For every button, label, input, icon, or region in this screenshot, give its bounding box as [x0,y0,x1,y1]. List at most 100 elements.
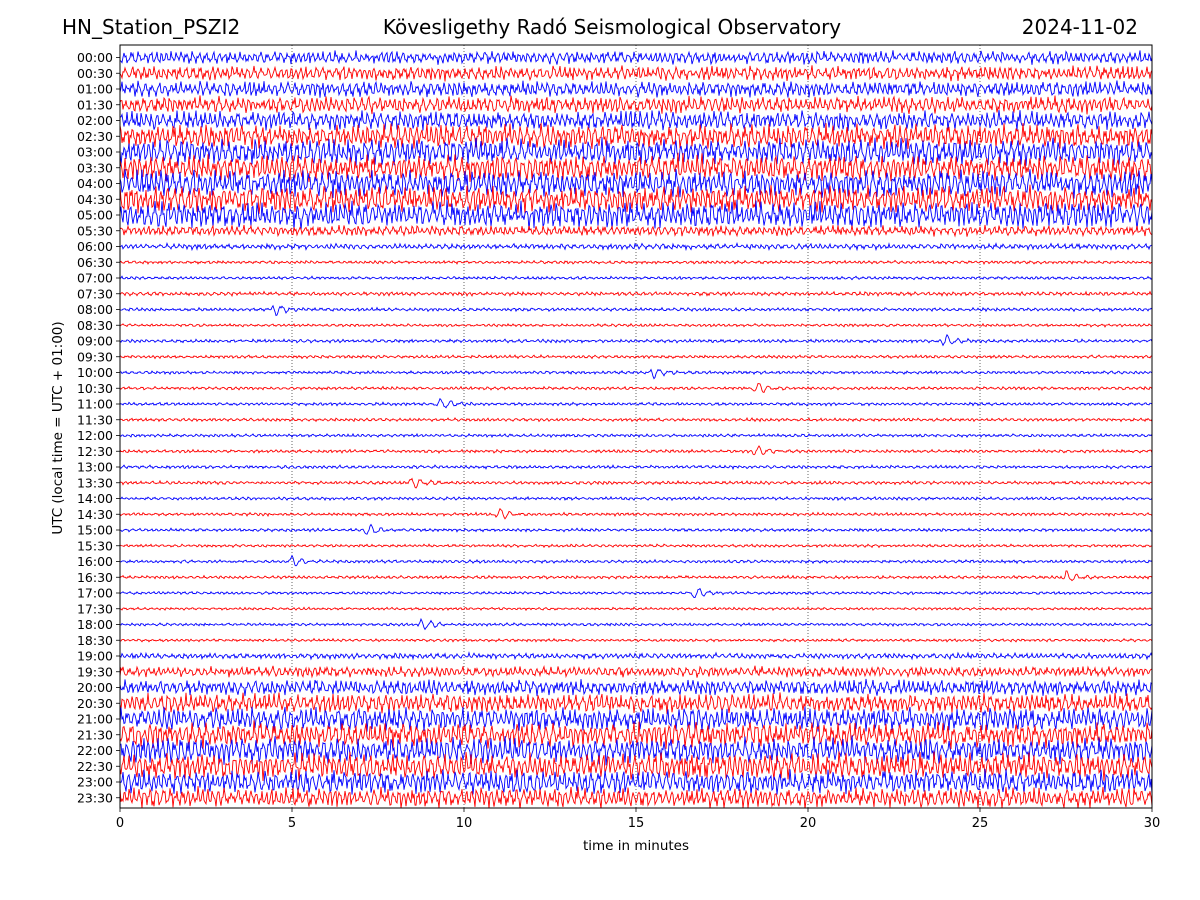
y-tick-label: 12:00 [77,428,113,443]
trace-1030 [120,382,1152,393]
y-tick-label: 08:30 [77,318,113,333]
y-tick-label: 03:00 [77,145,113,160]
y-tick-label: 17:00 [77,586,113,601]
trace-2330 [120,786,1152,808]
y-tick-label: 18:00 [77,617,113,632]
trace-0100 [120,80,1152,98]
trace-2000 [120,678,1152,697]
trace-1630 [120,570,1152,582]
y-tick-label: 23:30 [77,790,113,805]
chart-date: 2024-11-02 [1021,15,1138,39]
trace-1900 [120,651,1152,661]
y-tick-label: 07:00 [77,271,113,286]
y-tick-label: 16:00 [77,554,113,569]
y-tick-label: 06:00 [77,239,113,254]
y-tick-label: 01:30 [77,97,113,112]
x-tick-label: 10 [456,816,473,831]
y-tick-label: 14:30 [77,507,113,522]
y-tick-label: 06:30 [77,255,113,270]
y-tick-label: 20:30 [77,696,113,711]
x-tick-label: 30 [1144,816,1161,831]
trace-0500 [120,199,1152,231]
y-tick-label: 21:00 [77,712,113,727]
y-tick-label: 00:30 [77,66,113,81]
trace-1500 [120,523,1152,535]
y-tick-label: 22:30 [77,759,113,774]
trace-1230 [120,445,1152,456]
trace-0900 [120,333,1152,347]
trace-0530 [120,224,1152,238]
chart-title: Kövesligethy Radó Seismological Observat… [382,15,842,39]
x-tick-label: 0 [116,816,124,831]
trace-0630 [120,259,1152,265]
y-tick-label: 03:30 [77,160,113,175]
y-tick-label: 12:30 [77,444,113,459]
station-name: HN_Station_PSZI2 [62,15,241,39]
trace-2200 [120,735,1152,766]
trace-0130 [120,95,1152,115]
trace-1430 [120,507,1152,520]
trace-1800 [120,617,1152,631]
trace-2230 [120,751,1152,782]
y-tick-label: 10:00 [77,365,113,380]
y-tick-label: 11:30 [77,412,113,427]
trace-0230 [120,122,1152,150]
y-tick-label: 07:30 [77,286,113,301]
y-axis: 00:0000:3001:0001:3002:0002:3003:0003:30… [77,50,120,805]
trace-1400 [120,495,1152,502]
trace-0400 [120,168,1152,199]
y-tick-label: 09:00 [77,334,113,349]
trace-1930 [120,665,1152,679]
trace-1530 [120,543,1152,549]
y-tick-label: 21:30 [77,727,113,742]
y-tick-label: 17:30 [77,601,113,616]
y-tick-label: 11:00 [77,397,113,412]
trace-1130 [120,416,1152,423]
y-tick-label: 09:30 [77,349,113,364]
trace-1600 [120,554,1152,567]
x-tick-label: 5 [288,816,296,831]
y-tick-label: 14:00 [77,491,113,506]
y-tick-label: 08:00 [77,302,113,317]
trace-0930 [120,353,1152,360]
trace-2130 [120,720,1152,750]
y-tick-label: 02:30 [77,129,113,144]
y-tick-label: 23:00 [77,775,113,790]
x-tick-label: 15 [628,816,645,831]
y-tick-label: 19:00 [77,649,113,664]
y-tick-label: 00:00 [77,50,113,65]
y-tick-label: 15:30 [77,538,113,553]
x-tick-label: 20 [800,816,817,831]
y-tick-label: 04:30 [77,192,113,207]
trace-1100 [120,397,1152,409]
x-axis-label: time in minutes [583,838,689,854]
trace-1330 [120,477,1152,489]
y-tick-label: 13:00 [77,460,113,475]
trace-2030 [120,692,1152,715]
trace-0430 [120,184,1152,215]
trace-0830 [120,322,1152,328]
trace-0000 [120,50,1152,66]
y-tick-label: 22:00 [77,743,113,758]
traces [120,50,1152,808]
trace-1730 [120,606,1152,612]
y-tick-label: 16:30 [77,570,113,585]
y-tick-label: 10:30 [77,381,113,396]
y-tick-label: 15:00 [77,523,113,538]
trace-1000 [120,368,1152,380]
trace-0800 [120,304,1152,317]
trace-0030 [120,65,1152,82]
trace-2300 [120,768,1152,795]
x-axis: 0 5 10 15 20 25 30 [116,808,1160,831]
x-tick-label: 25 [972,816,989,831]
trace-1200 [120,432,1152,439]
trace-1830 [120,637,1152,643]
y-tick-label: 01:00 [77,82,113,97]
y-tick-label: 05:00 [77,208,113,223]
trace-1300 [120,463,1152,471]
y-axis-label: UTC (local time = UTC + 01:00) [50,321,66,534]
trace-2100 [120,706,1152,732]
y-tick-label: 18:30 [77,633,113,648]
y-tick-label: 20:00 [77,680,113,695]
